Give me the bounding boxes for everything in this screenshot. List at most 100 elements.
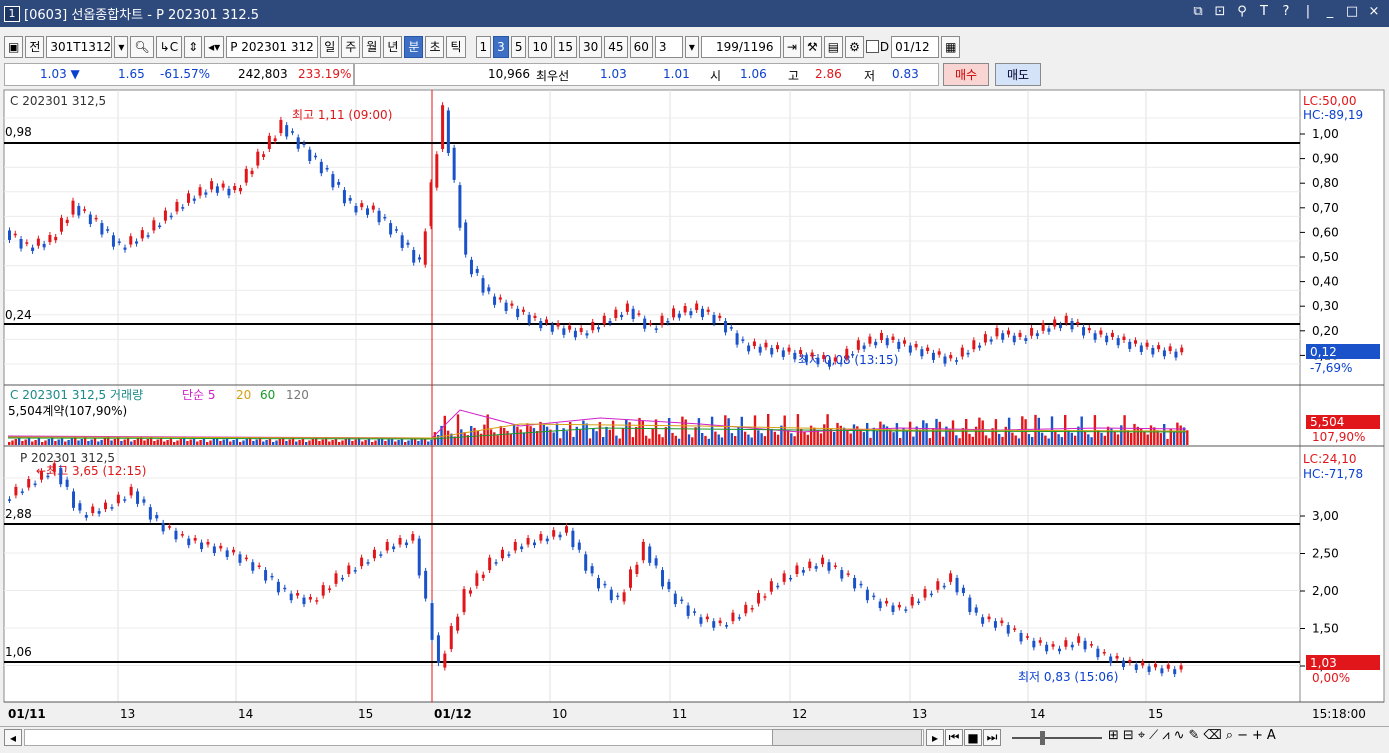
zoom-slider[interactable] [1012, 737, 1102, 739]
detach-icon[interactable]: ⊡ [1214, 4, 1226, 19]
wave-tool-icon[interactable]: ∿ [1173, 728, 1185, 743]
code-input[interactable]: 301T1312 [46, 35, 113, 58]
gear-icon[interactable]: ⚙ [845, 35, 864, 58]
layout-icon[interactable]: ▣ [4, 35, 24, 58]
interval-1[interactable]: 1 [475, 35, 492, 58]
volume-bar [608, 429, 611, 445]
period-second[interactable]: 초 [425, 35, 445, 58]
count-input[interactable]: 199 /1196 [700, 35, 781, 58]
candle-body [251, 562, 255, 571]
candle-body [321, 585, 325, 596]
candle-body [129, 486, 133, 496]
zoom-slider-handle[interactable] [1040, 731, 1045, 745]
interval-30[interactable]: 30 [579, 35, 603, 58]
candle-body [974, 607, 978, 613]
candle-body [276, 581, 280, 593]
code-dropdown-icon[interactable]: ▾ [114, 35, 129, 58]
restore-icon[interactable]: ⧉ [1193, 4, 1203, 19]
interval-10[interactable]: 10 [528, 35, 552, 58]
zoom-in-plus-icon[interactable]: + [1251, 728, 1263, 743]
candle-body [1174, 351, 1178, 358]
count-select[interactable]: 3 [654, 35, 683, 58]
fibo-tool-icon[interactable]: ⩘ [1162, 728, 1170, 743]
panel2-ma4: 120 [286, 388, 309, 402]
panel2-cur-box [1306, 415, 1380, 429]
scroll-left-icon[interactable]: ◂ [4, 729, 22, 746]
candle-body [65, 219, 69, 224]
calendar-icon[interactable]: ▦ [941, 35, 961, 58]
volume-bar [443, 415, 446, 445]
volume-bar [902, 427, 905, 445]
split-tool-icon[interactable]: ⊟ [1122, 728, 1134, 743]
text-icon[interactable]: T [1260, 4, 1268, 19]
candle-body [810, 352, 814, 357]
playback-controls[interactable]: ▸ ⏮ ■ ⏭ [926, 729, 1001, 746]
interval-45[interactable]: 45 [604, 35, 628, 58]
search-icon[interactable]: 🔍︎ [130, 35, 154, 58]
volume-bar [809, 425, 813, 445]
interval-15[interactable]: 15 [553, 35, 578, 58]
date-input[interactable]: 01/12 [891, 35, 940, 58]
volume-bar [1014, 435, 1017, 445]
volume-bar [961, 428, 965, 445]
candle-body [816, 357, 820, 365]
volume-bar [826, 414, 829, 445]
period-month[interactable]: 월 [362, 35, 382, 58]
spin-icon[interactable]: ⇕ [184, 35, 203, 58]
volume-bar [908, 421, 912, 445]
candle-body [827, 562, 831, 571]
period-minute[interactable]: 분 [404, 35, 424, 58]
volume-bar [202, 438, 206, 445]
rewind-icon[interactable]: ⏮ [945, 729, 963, 746]
next-icon[interactable]: ▸ [926, 729, 944, 746]
count-dropdown-icon[interactable]: ▾ [684, 35, 699, 58]
eraser-tool-icon[interactable]: ⌫ [1203, 728, 1222, 743]
interval-3[interactable]: 3 [493, 35, 509, 58]
interval-60[interactable]: 60 [629, 35, 653, 58]
maximize-icon[interactable]: □ [1345, 4, 1359, 19]
candle-body [769, 581, 773, 592]
trend-tool-icon[interactable]: ⟋ [1149, 728, 1159, 743]
candle-body [212, 546, 216, 554]
font-icon[interactable]: A [1266, 728, 1276, 743]
chart-tools[interactable]: ⊞ ⊟ ⌖ ⟋ ⩘ ∿ ✎ ⌫ ⌕ − + A [1108, 728, 1276, 743]
period-week[interactable]: 주 [341, 35, 361, 58]
xaxis-label: 11 [672, 707, 687, 721]
candle-body [256, 151, 260, 166]
sell-button[interactable]: 매도 [995, 63, 1041, 86]
volume-bar [941, 436, 945, 445]
save-icon[interactable]: ▤ [823, 35, 844, 58]
draw-tool-icon[interactable]: ✎ [1188, 728, 1200, 743]
zoom-in-icon[interactable]: ⇥ [782, 35, 801, 58]
stop-icon[interactable]: ■ [964, 729, 982, 746]
scrollbar-track[interactable] [24, 729, 924, 746]
zoom-out-icon[interactable]: − [1237, 728, 1248, 743]
pin-icon[interactable]: ⚲ [1237, 4, 1247, 19]
volume-bar [912, 436, 915, 445]
candle-body [776, 345, 780, 350]
period-year[interactable]: 년 [383, 35, 403, 58]
candle-body [187, 538, 191, 546]
crosshair-tool-icon[interactable]: ⌖ [1137, 728, 1146, 743]
forward-icon[interactable]: ⏭ [983, 729, 1001, 746]
link-icon[interactable]: ↳C [155, 35, 183, 58]
scrollbar-thumb[interactable] [772, 729, 922, 746]
period-day[interactable]: 일 [320, 35, 340, 58]
help-icon[interactable]: ? [1282, 4, 1290, 19]
period-tick[interactable]: 틱 [446, 35, 466, 58]
speaker-icon[interactable]: ◂▾ [204, 35, 225, 58]
layout-tool-icon[interactable]: ⊞ [1108, 728, 1119, 743]
minimize-icon[interactable]: _ [1326, 4, 1334, 19]
candle-body [706, 309, 710, 312]
magnify-tool-icon[interactable]: ⌕ [1225, 728, 1234, 743]
d-checkbox[interactable]: D [865, 40, 889, 54]
all-button[interactable]: 전 [25, 35, 45, 58]
chart-area[interactable]: C 202301 312,5 최고 1,11 (09:00) 0,98 0,24… [0, 88, 1389, 726]
tools-icon[interactable]: ⚒ [802, 35, 822, 58]
volume-bar [262, 441, 265, 445]
buy-button[interactable]: 매수 [943, 63, 989, 86]
name-input[interactable]: P 202301 312 [226, 35, 319, 58]
interval-5[interactable]: 5 [510, 35, 527, 58]
volume-bar [928, 438, 932, 445]
close-icon[interactable]: × [1368, 4, 1380, 19]
